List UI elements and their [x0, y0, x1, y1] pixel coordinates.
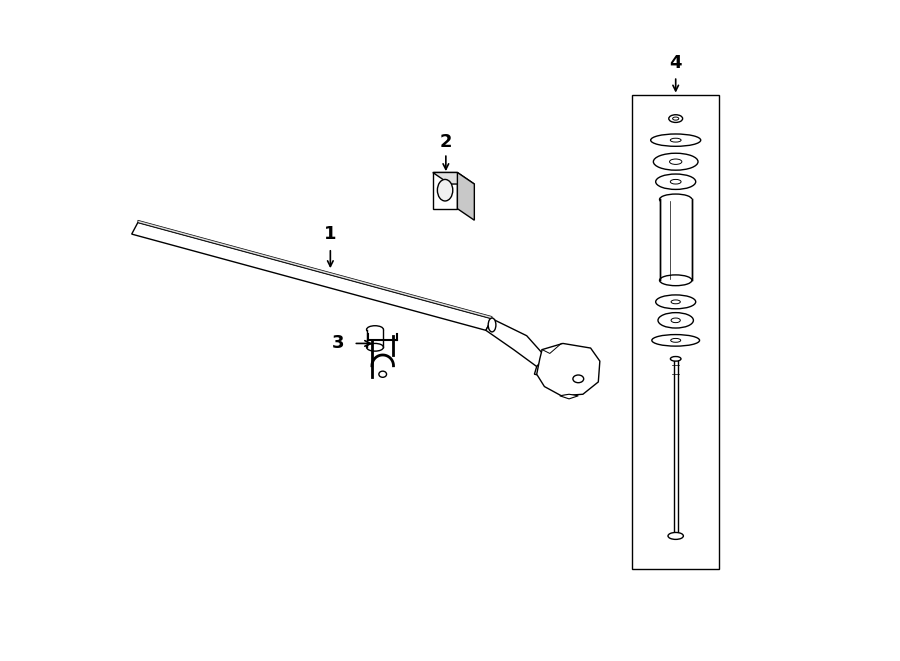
Text: 2: 2	[439, 133, 452, 151]
Ellipse shape	[488, 318, 496, 332]
Bar	[660, 200, 692, 280]
Ellipse shape	[672, 117, 679, 120]
Bar	[632, 95, 719, 569]
Ellipse shape	[670, 356, 681, 361]
Ellipse shape	[670, 338, 680, 342]
Ellipse shape	[656, 174, 696, 190]
Bar	[673, 359, 678, 534]
Ellipse shape	[573, 375, 584, 383]
Polygon shape	[131, 223, 492, 330]
Text: 3: 3	[332, 334, 344, 352]
Polygon shape	[536, 344, 599, 396]
Polygon shape	[560, 394, 579, 399]
Ellipse shape	[653, 153, 698, 170]
Ellipse shape	[670, 159, 682, 165]
Ellipse shape	[366, 344, 383, 351]
Bar	[366, 330, 383, 347]
Ellipse shape	[437, 179, 453, 201]
Ellipse shape	[658, 313, 693, 328]
Ellipse shape	[669, 115, 682, 122]
Ellipse shape	[366, 326, 383, 333]
Ellipse shape	[660, 194, 692, 205]
Ellipse shape	[652, 334, 699, 346]
Polygon shape	[433, 173, 457, 209]
Polygon shape	[138, 220, 492, 319]
Polygon shape	[486, 319, 546, 367]
Text: 1: 1	[324, 225, 337, 243]
Ellipse shape	[668, 533, 683, 539]
Polygon shape	[457, 173, 474, 220]
Ellipse shape	[379, 371, 387, 377]
Ellipse shape	[671, 318, 680, 323]
Polygon shape	[433, 173, 474, 184]
Ellipse shape	[671, 300, 680, 304]
Polygon shape	[535, 354, 584, 380]
Ellipse shape	[670, 138, 681, 142]
Ellipse shape	[656, 295, 696, 309]
Ellipse shape	[670, 179, 681, 184]
Text: 4: 4	[670, 54, 682, 73]
Ellipse shape	[651, 134, 701, 146]
Ellipse shape	[660, 275, 692, 286]
